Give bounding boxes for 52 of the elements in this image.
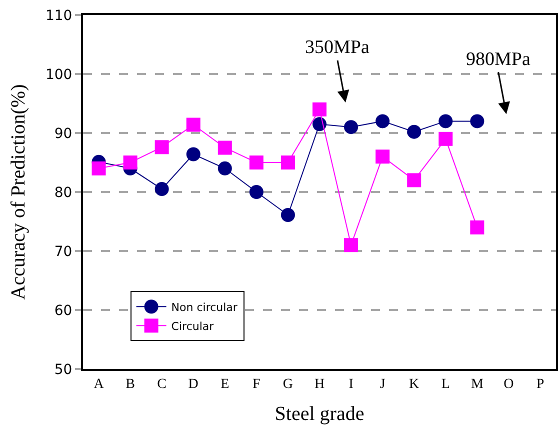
y-tick-label: 60 <box>54 302 72 319</box>
x-tick-label: L <box>441 376 450 392</box>
x-tick-label: O <box>504 376 514 392</box>
y-tick-label: 100 <box>45 66 72 83</box>
x-tick-label: E <box>220 376 230 392</box>
y-tick-label: 110 <box>45 8 72 24</box>
x-tick-label: B <box>126 376 135 392</box>
point <box>123 156 138 170</box>
point <box>186 147 200 162</box>
point <box>154 140 169 154</box>
x-tick-label: M <box>470 376 484 392</box>
point <box>249 156 264 170</box>
point <box>218 161 232 176</box>
x-tick-label: F <box>252 376 261 392</box>
annotation: 980MPa <box>466 49 531 70</box>
point <box>154 182 169 196</box>
x-tick-label: I <box>348 376 354 392</box>
legend-label: Non circular <box>171 300 238 314</box>
x-tick-label: C <box>157 376 166 392</box>
point <box>470 220 484 234</box>
y-tick-label: 90 <box>54 126 72 142</box>
point <box>344 238 358 252</box>
legend-label: Circular <box>171 320 214 333</box>
point <box>376 114 390 128</box>
point <box>407 124 422 139</box>
point <box>92 161 106 176</box>
point <box>344 120 358 134</box>
x-tick-label: K <box>409 376 420 392</box>
point <box>470 114 484 128</box>
y-tick-label: 50 <box>54 362 72 378</box>
point <box>438 114 453 128</box>
y-tick-label: 70 <box>54 244 72 260</box>
point <box>438 132 453 146</box>
y-axis-title: Accuracy of Prediction(%) <box>7 84 30 300</box>
point <box>376 150 390 164</box>
point <box>280 208 295 222</box>
x-tick-label: J <box>380 376 386 392</box>
x-tick-label: P <box>536 376 544 392</box>
annotation: 350MPa <box>305 37 370 58</box>
point <box>312 117 326 132</box>
point <box>312 102 326 116</box>
point <box>280 156 295 170</box>
x-axis-title: Steel grade <box>274 402 364 425</box>
y-tick-label: 80 <box>54 184 72 201</box>
point <box>186 118 200 132</box>
x-tick-label: D <box>188 376 198 392</box>
x-tick-label: A <box>94 376 105 392</box>
point <box>249 185 264 199</box>
x-tick-label: H <box>314 376 325 392</box>
point <box>218 140 232 155</box>
point <box>407 173 422 188</box>
x-tick-label: G <box>282 376 294 392</box>
